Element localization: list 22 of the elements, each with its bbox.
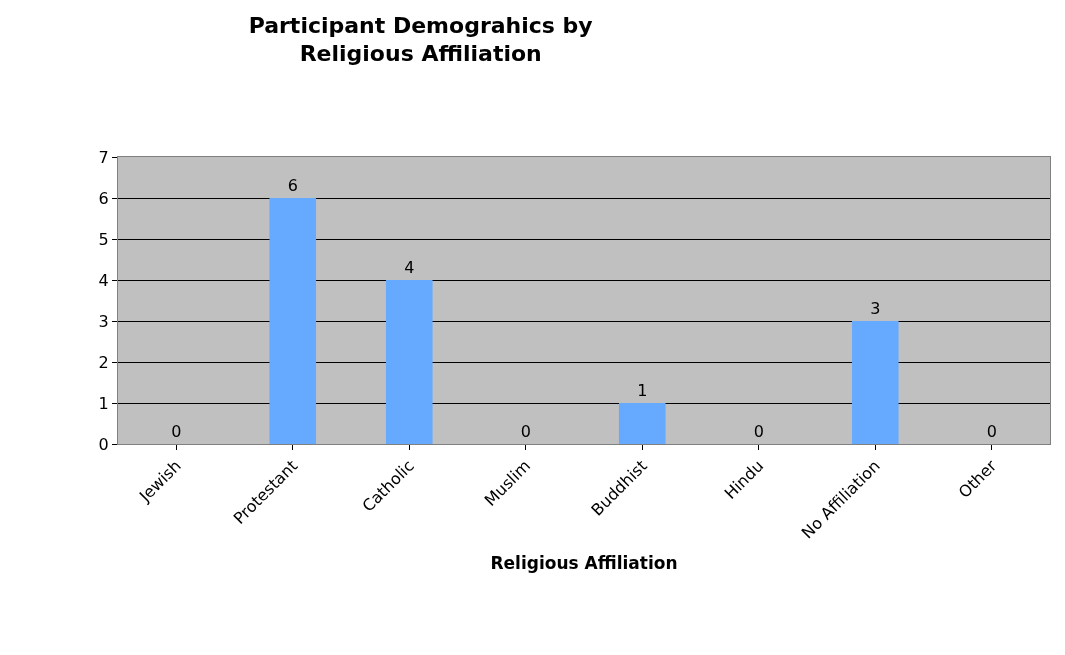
chart-title: Participant Demograhics by Religious Affiliation [248,12,593,67]
y-tick-label: 4 [98,270,109,290]
y-tick-label: 7 [98,147,109,167]
bar [385,280,433,444]
y-tick-label: 5 [98,229,109,249]
y-tick-label: 2 [98,352,109,372]
data-label: 0 [753,422,764,441]
data-label: 4 [404,258,415,277]
data-label: 6 [287,176,298,195]
data-label: 0 [520,422,531,441]
data-label: 3 [870,299,881,318]
bar [269,198,317,444]
data-label: 0 [986,422,997,441]
bar [851,321,899,444]
y-tick-label: 6 [98,188,109,208]
data-label: 0 [171,422,182,441]
y-tick-label: 3 [98,311,109,331]
y-tick-label: 1 [98,393,109,413]
x-axis-title: Religious Affiliation [490,552,678,573]
y-tick-label: 0 [98,434,109,454]
data-label: 1 [637,381,648,400]
bar [618,403,666,444]
